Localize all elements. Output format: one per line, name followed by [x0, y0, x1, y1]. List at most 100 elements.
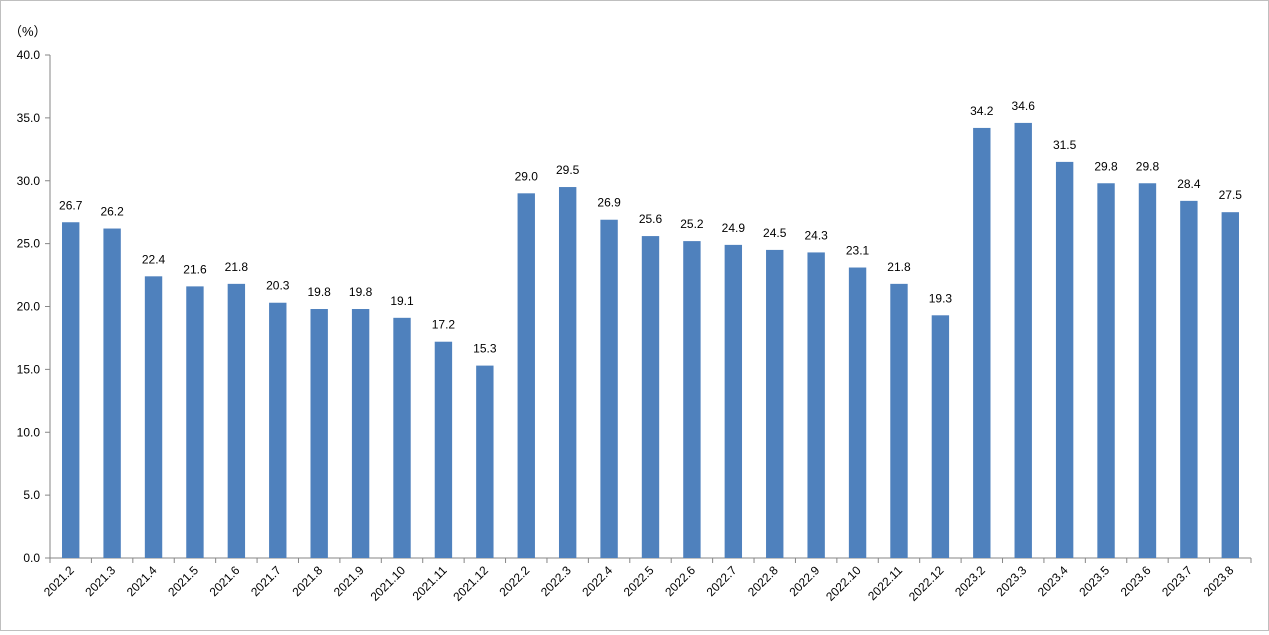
bar — [600, 219, 618, 559]
data-label: 23.1 — [846, 244, 870, 258]
bar — [558, 187, 577, 559]
data-label: 26.7 — [59, 198, 83, 212]
y-tick-label: 25.0 — [17, 237, 41, 251]
data-label: 25.6 — [639, 212, 663, 226]
category-label: 2021.9 — [331, 563, 367, 599]
data-label: 29.0 — [515, 169, 539, 183]
bar — [848, 267, 867, 558]
bar — [890, 283, 908, 558]
bar — [1138, 183, 1157, 558]
data-label: 27.5 — [1219, 188, 1243, 202]
data-label: 19.1 — [390, 294, 414, 308]
bar — [103, 228, 121, 558]
category-labels: 2021.2 2021.3 2021.4 2021.5 2021.6 2021.7 2021… — [41, 563, 1237, 604]
bar — [310, 309, 328, 558]
category-label: 2021.2 — [41, 563, 77, 599]
bar — [476, 365, 494, 558]
data-label: 19.8 — [308, 285, 332, 299]
data-label: 28.4 — [1177, 177, 1201, 191]
y-tick-label: 30.0 — [17, 174, 41, 188]
bar — [227, 283, 246, 558]
category-label: 2021.5 — [165, 563, 201, 599]
data-label: 21.8 — [887, 260, 911, 274]
data-labels: 26.7 26.2 22.4 21.6 21.8 20.3 19.8 19.8 19.1 17.2… — [59, 99, 1242, 356]
category-label: 2023.7 — [1159, 563, 1195, 599]
category-label: 2022.6 — [662, 563, 698, 599]
data-label: 20.3 — [266, 279, 290, 293]
category-label: 2022.8 — [745, 563, 781, 599]
category-label: 2021.3 — [82, 563, 118, 599]
category-label: 2022.4 — [579, 563, 615, 599]
category-label: 2022.5 — [621, 563, 657, 599]
y-tick-label: 0.0 — [23, 551, 40, 565]
category-label: 2021.11 — [410, 563, 450, 603]
category-label: 2022.2 — [497, 563, 533, 599]
y-tick-label: 10.0 — [17, 425, 41, 439]
bar — [393, 317, 411, 558]
data-label: 24.9 — [722, 221, 746, 235]
data-label: 29.8 — [1094, 159, 1118, 173]
data-label: 26.9 — [597, 196, 621, 210]
bar — [186, 286, 204, 558]
category-label: 2023.3 — [993, 563, 1029, 599]
data-label: 24.5 — [763, 226, 787, 240]
bar — [434, 341, 453, 558]
bar — [269, 302, 287, 558]
category-label: 2023.5 — [1076, 563, 1112, 599]
data-label: 24.3 — [804, 228, 828, 242]
data-label: 26.2 — [100, 205, 124, 219]
data-label: 19.3 — [929, 291, 953, 305]
bar — [931, 315, 950, 558]
y-axis: 0.0 5.0 10.0 15.0 20.0 25.0 30.0 35.0 40.0 — [17, 48, 51, 565]
bar — [62, 222, 80, 558]
category-label: 2023.8 — [1201, 563, 1237, 599]
data-label: 29.8 — [1136, 159, 1160, 173]
bar — [724, 244, 743, 558]
bar — [1055, 161, 1074, 558]
bar — [1180, 200, 1198, 558]
category-label: 2022.12 — [906, 563, 947, 604]
data-label: 25.2 — [680, 217, 704, 231]
data-label: 15.3 — [473, 342, 497, 356]
category-label: 2021.12 — [450, 563, 491, 604]
x-axis — [49, 557, 1252, 563]
data-label: 34.2 — [970, 104, 994, 118]
bar — [1014, 122, 1032, 558]
bar — [683, 241, 701, 559]
category-label: 2021.4 — [124, 563, 160, 599]
bar-series — [62, 122, 1239, 559]
category-label: 2022.9 — [786, 563, 822, 599]
data-label: 17.2 — [432, 318, 456, 332]
category-label: 2021.8 — [289, 563, 325, 599]
bar — [1097, 183, 1115, 558]
bar — [641, 236, 660, 558]
category-label: 2023.6 — [1118, 563, 1154, 599]
y-tick-label: 20.0 — [17, 300, 41, 314]
category-label: 2021.10 — [368, 563, 409, 604]
category-label: 2023.2 — [952, 563, 988, 599]
bar — [351, 309, 370, 558]
bar — [807, 252, 825, 558]
category-label: 2021.7 — [248, 563, 284, 599]
data-label: 21.8 — [225, 260, 249, 274]
y-tick-label: 40.0 — [17, 48, 41, 62]
bar — [144, 276, 163, 558]
data-label: 34.6 — [1012, 99, 1036, 113]
data-label: 19.8 — [349, 285, 373, 299]
y-tick-label: 35.0 — [17, 111, 41, 125]
bar — [517, 193, 535, 558]
y-tick-label: 5.0 — [23, 488, 40, 502]
category-label: 2022.3 — [538, 563, 574, 599]
data-label: 31.5 — [1053, 138, 1077, 152]
category-label: 2021.6 — [207, 563, 243, 599]
category-label: 2022.7 — [704, 563, 740, 599]
data-label: 21.6 — [183, 262, 207, 276]
y-tick-label: 15.0 — [17, 362, 41, 376]
category-label: 2023.4 — [1035, 563, 1071, 599]
y-unit-label: （%） — [9, 24, 47, 39]
category-label: 2022.10 — [823, 563, 864, 604]
data-label: 22.4 — [142, 252, 166, 266]
category-label: 2022.11 — [865, 563, 905, 603]
